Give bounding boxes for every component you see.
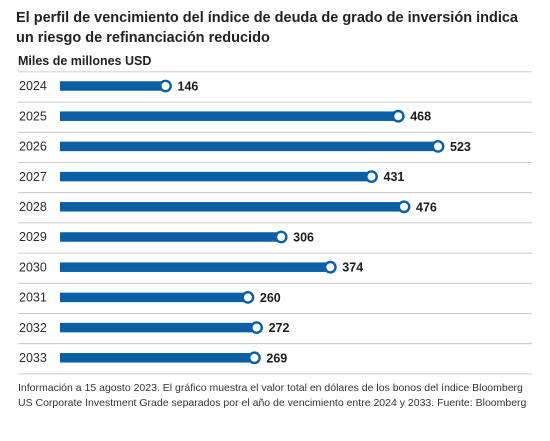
- bar-end-marker-2031: [241, 290, 255, 304]
- year-label: 2030: [19, 260, 47, 274]
- bar-end-marker-2033: [248, 351, 261, 365]
- bar-end-marker-2030: [323, 260, 337, 274]
- bar-end-marker-2026: [431, 139, 445, 153]
- year-label: 2025: [19, 109, 47, 123]
- year-label: 2024: [19, 79, 47, 93]
- value-label-2026: 523: [450, 140, 471, 154]
- bar-2032: [60, 322, 257, 333]
- value-label-2024: 146: [178, 80, 199, 94]
- bar-2028: [60, 202, 405, 212]
- bar-end-marker-2032: [250, 321, 263, 334]
- bar-end-marker-2029: [274, 230, 288, 244]
- bar-2024: [60, 81, 166, 91]
- value-label-2025: 468: [410, 110, 431, 124]
- year-label: 2029: [19, 230, 47, 244]
- value-label-2028: 476: [416, 200, 437, 214]
- unit-label: Miles de millones USD: [18, 54, 152, 68]
- value-label-2029: 306: [293, 231, 314, 245]
- year-label: 2031: [19, 291, 47, 305]
- bar-2026: [60, 141, 438, 152]
- bar-end-marker-2027: [365, 170, 378, 184]
- year-label: 2032: [19, 321, 47, 335]
- bar-2033: [60, 353, 255, 363]
- bar-2025: [60, 111, 399, 121]
- bar-end-marker-2025: [391, 109, 405, 123]
- year-label: 2026: [19, 140, 47, 154]
- bar-2029: [60, 232, 282, 242]
- value-label-2027: 431: [384, 170, 405, 184]
- value-label-2033: 269: [266, 351, 287, 365]
- bar-2027: [60, 171, 372, 182]
- bar-2030: [60, 262, 331, 272]
- year-label: 2027: [19, 170, 47, 184]
- bar-end-marker-2028: [397, 200, 411, 214]
- value-label-2032: 272: [269, 321, 290, 335]
- value-label-2030: 374: [342, 261, 363, 275]
- value-label-2031: 260: [260, 291, 281, 305]
- footnote: Información a 15 agosto 2023. El gráfico…: [18, 382, 527, 409]
- year-label: 2028: [19, 200, 47, 214]
- bar-end-marker-2024: [159, 79, 172, 93]
- chart-title: El perfil de vencimiento del índice de d…: [16, 10, 518, 46]
- bar-2031: [60, 292, 248, 303]
- year-label: 2033: [19, 351, 47, 365]
